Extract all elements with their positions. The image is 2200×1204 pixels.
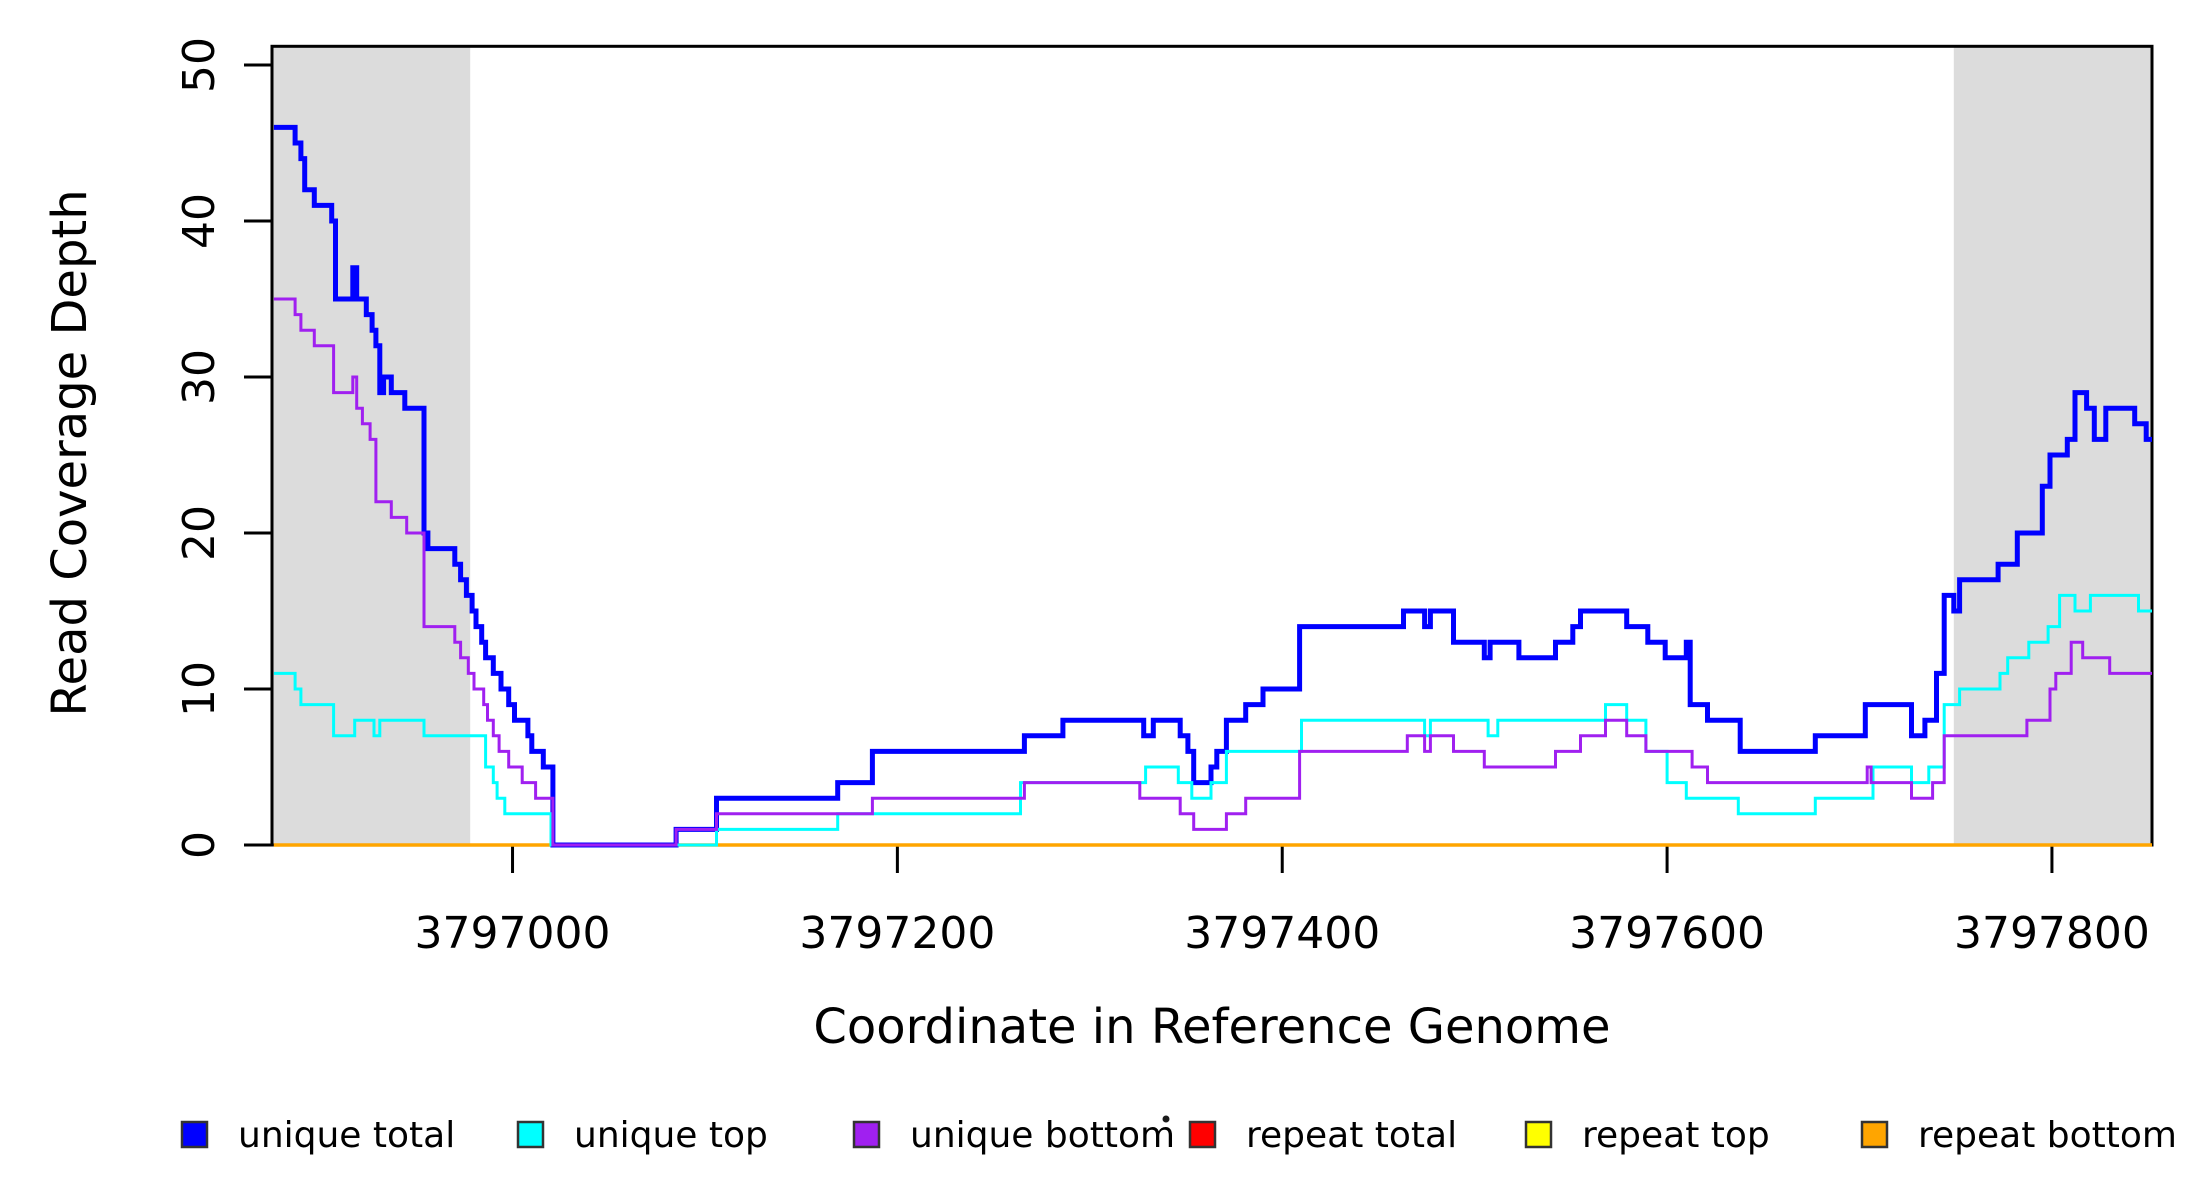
legend-label: repeat bottom bbox=[1918, 1115, 2177, 1156]
y-tick-label: 50 bbox=[174, 37, 225, 93]
y-tick-label: 30 bbox=[174, 349, 225, 405]
x-tick-label: 3797600 bbox=[1569, 908, 1765, 959]
series-line-unique-bottom bbox=[273, 297, 2152, 847]
legend-swatch bbox=[516, 1120, 545, 1149]
y-axis: 0 10 20 30 40 50 bbox=[174, 37, 272, 859]
legend-item-unique-bottom: unique bottom bbox=[852, 1115, 1175, 1156]
legend-item-repeat-top: repeat top bbox=[1524, 1115, 1770, 1156]
x-tick-label: 3797200 bbox=[799, 908, 995, 959]
x-tick-label: 3797800 bbox=[1954, 908, 2150, 959]
x-axis: 3797000 3797200 3797400 3797600 3797800 bbox=[415, 845, 2150, 959]
shaded-region-1 bbox=[1953, 46, 2152, 846]
legend-label: repeat total bbox=[1246, 1115, 1457, 1156]
legend-swatch bbox=[1860, 1120, 1889, 1149]
legend-label: repeat top bbox=[1582, 1115, 1770, 1156]
legend: unique total unique top unique bottom repea… bbox=[180, 1115, 2177, 1156]
y-tick-label: 10 bbox=[174, 661, 225, 717]
y-tick-label: 0 bbox=[174, 831, 225, 859]
legend-swatch bbox=[180, 1120, 209, 1149]
shaded-region-0 bbox=[272, 46, 471, 846]
legend-swatch bbox=[1524, 1120, 1553, 1149]
series-line-unique-top bbox=[273, 593, 2152, 847]
legend-label: unique total bbox=[238, 1115, 455, 1156]
x-axis-title: Coordinate in Reference Genome bbox=[813, 999, 1610, 1055]
series-line-unique-total bbox=[273, 124, 2152, 848]
series-lines bbox=[273, 124, 2152, 848]
legend-swatch bbox=[852, 1120, 881, 1149]
legend-label: unique bottom bbox=[910, 1115, 1175, 1156]
legend-item-unique-total: unique total bbox=[180, 1115, 455, 1156]
stray-dot bbox=[1162, 1115, 1170, 1123]
legend-swatch bbox=[1188, 1120, 1217, 1149]
y-tick-label: 40 bbox=[174, 193, 225, 249]
legend-item-repeat-bottom: repeat bottom bbox=[1860, 1115, 2177, 1156]
x-tick-label: 3797400 bbox=[1184, 908, 1380, 959]
y-axis-title: Read Coverage Depth bbox=[42, 189, 98, 716]
legend-item-unique-top: unique top bbox=[516, 1115, 768, 1156]
x-tick-label: 3797000 bbox=[415, 908, 611, 959]
legend-label: unique top bbox=[574, 1115, 768, 1156]
legend-item-repeat-total: repeat total bbox=[1188, 1115, 1457, 1156]
y-tick-label: 20 bbox=[174, 505, 225, 561]
